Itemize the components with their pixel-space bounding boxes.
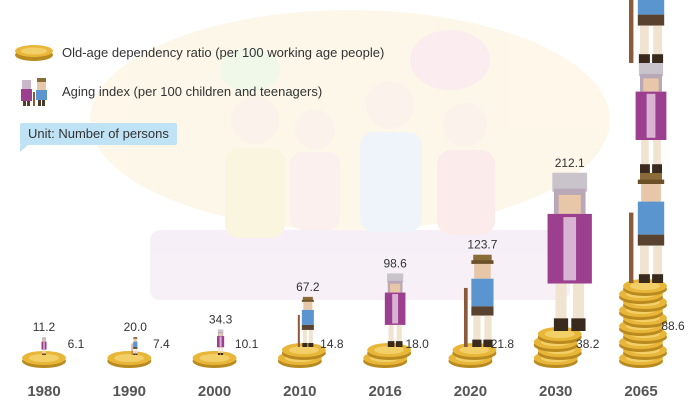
legend-item-dependency: Old-age dependency ratio (per 100 workin… [14, 42, 384, 62]
dependency-value-label-2030: 38.2 [576, 337, 600, 351]
legend-label-dependency: Old-age dependency ratio (per 100 workin… [62, 44, 385, 60]
x-tick-label-2016: 2016 [368, 383, 401, 400]
dependency-value-label-2016: 18.0 [405, 337, 429, 351]
coin-stack-2000 [192, 351, 237, 368]
coin-stack-2030 [533, 327, 582, 368]
coin-stack-2016 [363, 343, 412, 368]
aging-value-label-2016: 98.6 [383, 256, 407, 270]
x-tick-label-2020: 2020 [454, 383, 487, 400]
elderly-couple-icon [21, 78, 47, 106]
dependency-value-label-2065: 88.6 [661, 319, 685, 333]
aging-figure-2000 [216, 329, 225, 355]
aging-value-label-2030: 212.1 [555, 156, 585, 170]
dependency-value-label-1990: 7.4 [153, 337, 170, 351]
aging-value-label-2000: 34.3 [209, 312, 233, 326]
aging-value-label-1980: 11.2 [33, 320, 56, 334]
aging-figure-2030 [547, 172, 592, 331]
legend-label-aging: Aging index (per 100 children and teenag… [62, 83, 323, 99]
x-tick-label-2000: 2000 [198, 383, 231, 400]
aging-value-label-1990: 20.0 [124, 320, 148, 334]
legend-item-aging: Aging index (per 100 children and teenag… [14, 74, 322, 108]
aging-figure-1990 [131, 337, 138, 355]
x-tick-label-2010: 2010 [283, 383, 316, 400]
unit-note: Unit: Number of persons [20, 123, 177, 152]
dependency-value-label-2010: 14.8 [320, 337, 344, 351]
coin-stack-1980 [22, 351, 66, 368]
x-tick-label-1980: 1980 [27, 383, 60, 400]
aging-figure-2010 [297, 296, 314, 347]
coin-icon [15, 45, 53, 61]
dependency-value-label-1980: 6.1 [68, 337, 85, 351]
dependency-value-label-2000: 10.1 [235, 337, 259, 351]
aging-value-label-2010: 67.2 [296, 280, 320, 294]
aging-figure-2020 [463, 254, 494, 347]
aging-value-label-2020: 123.7 [467, 238, 497, 252]
coin-stack-1990 [107, 351, 152, 368]
aging-figure-2065 [629, 0, 667, 283]
x-tick-label-2065: 2065 [624, 383, 657, 400]
coin-stack-2020 [448, 343, 497, 368]
coin-stack-2065 [619, 279, 667, 368]
dependency-value-label-2020: 21.8 [491, 337, 515, 351]
aging-figure-1980 [41, 337, 47, 355]
x-tick-label-1990: 1990 [113, 383, 146, 400]
coin-stack-2010 [277, 343, 326, 368]
decorative-background [90, 10, 610, 300]
x-tick-label-2030: 2030 [539, 383, 572, 400]
aging-figure-2016 [384, 273, 406, 347]
